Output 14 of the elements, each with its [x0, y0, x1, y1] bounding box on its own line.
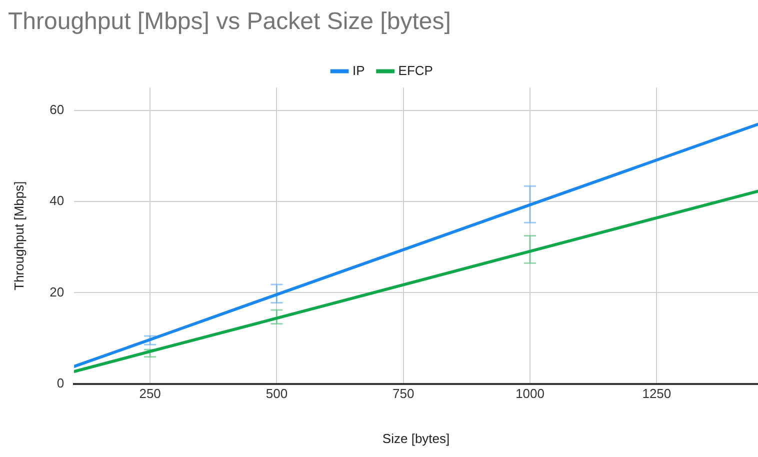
- y-tick-label: 0: [56, 375, 64, 390]
- x-tick-label: 1250: [642, 386, 672, 402]
- y-tick-label: 20: [50, 284, 64, 300]
- legend-label: EFCP: [398, 62, 433, 78]
- x-tick-label: 250: [139, 386, 161, 402]
- x-tick-label: 750: [392, 386, 414, 402]
- y-tick-label: 40: [50, 193, 64, 208]
- x-tick-label: 500: [266, 386, 288, 402]
- x-tick-label: 1000: [516, 386, 544, 402]
- legend-label: IP: [352, 62, 365, 78]
- chart-title: Throughput [Mbps] vs Packet Size [bytes]: [8, 8, 451, 36]
- x-axis-title: Size [bytes]: [382, 430, 450, 446]
- y-tick-label: 60: [50, 102, 64, 118]
- y-axis-title: Throughput [Mbps]: [11, 181, 26, 290]
